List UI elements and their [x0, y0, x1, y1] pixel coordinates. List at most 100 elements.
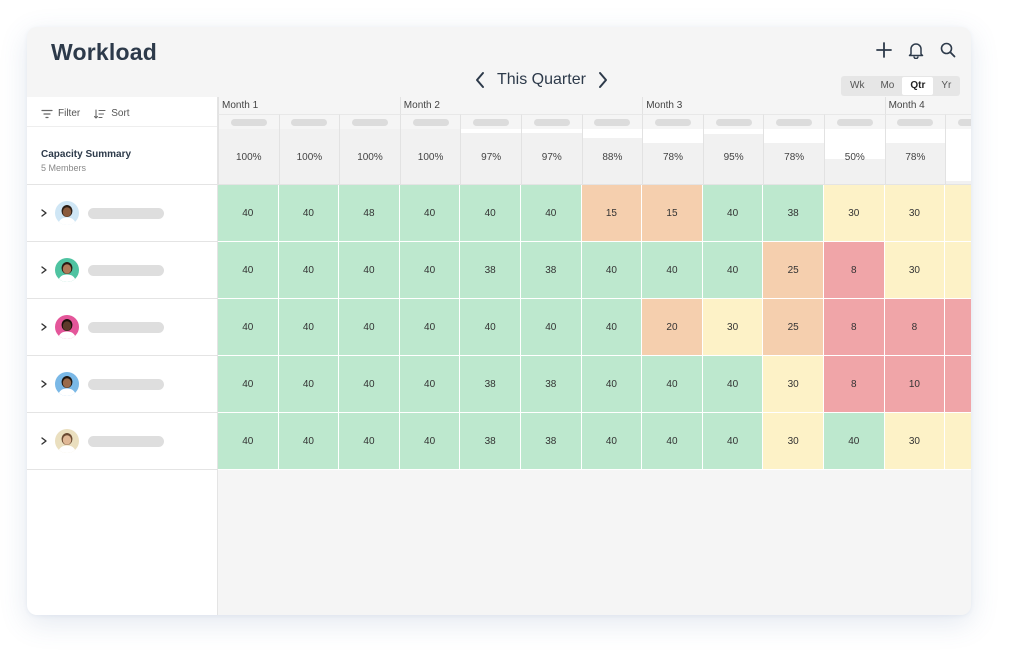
workload-cell[interactable]: 40 — [642, 242, 703, 299]
workload-cell[interactable]: 25 — [763, 299, 824, 356]
workload-cell[interactable]: 40 — [702, 413, 764, 470]
week-label-placeholder — [230, 118, 267, 126]
workload-cell[interactable]: 8 — [824, 356, 885, 413]
workload-cell[interactable]: 40 — [339, 413, 400, 470]
workload-cell[interactable] — [945, 185, 971, 242]
expand-chevron-icon[interactable] — [41, 323, 51, 331]
workload-cell[interactable]: 30 — [884, 413, 946, 470]
workload-cell[interactable]: 40 — [218, 242, 279, 299]
workload-cell[interactable]: 30 — [884, 242, 946, 299]
workload-cell[interactable]: 8 — [824, 242, 885, 299]
chevron-right-icon[interactable] — [594, 69, 612, 91]
member-row[interactable] — [27, 242, 217, 299]
sort-button[interactable]: Sort — [94, 108, 130, 119]
workload-cell[interactable]: 30 — [763, 413, 824, 470]
workload-cell[interactable] — [945, 299, 971, 356]
view-qtr-button[interactable]: Qtr — [902, 77, 934, 95]
person-icon — [58, 319, 76, 339]
workload-cell[interactable]: 38 — [460, 356, 521, 413]
expand-chevron-icon[interactable] — [41, 380, 51, 388]
workload-cell[interactable]: 40 — [339, 242, 400, 299]
month-header: Month 4 — [884, 97, 971, 114]
workload-cell[interactable]: 38 — [763, 185, 824, 242]
capacity-cell: 78% — [642, 129, 703, 185]
workload-cell[interactable]: 40 — [460, 299, 521, 356]
workload-cell[interactable]: 40 — [642, 356, 703, 413]
workload-cell[interactable]: 38 — [521, 356, 582, 413]
workload-cell[interactable]: 40 — [278, 185, 340, 242]
period-navigator: This Quarter — [471, 67, 612, 93]
workload-cell[interactable]: 38 — [521, 242, 582, 299]
workload-cell[interactable]: 30 — [763, 356, 824, 413]
workload-cell[interactable]: 38 — [460, 242, 521, 299]
view-wk-button[interactable]: Wk — [850, 80, 865, 91]
workload-cell[interactable]: 40 — [702, 356, 764, 413]
workload-cell[interactable]: 40 — [702, 185, 764, 242]
member-row[interactable] — [27, 356, 217, 413]
workload-cell[interactable]: 40 — [642, 413, 703, 470]
workload-cell[interactable]: 40 — [399, 242, 461, 299]
workload-cell[interactable]: 40 — [399, 356, 461, 413]
workload-cell[interactable]: 40 — [399, 299, 461, 356]
workload-cell[interactable]: 40 — [278, 413, 340, 470]
workload-cell[interactable]: 40 — [218, 413, 279, 470]
workload-cell[interactable] — [945, 242, 971, 299]
week-label-placeholder — [957, 118, 971, 126]
workload-cell[interactable]: 40 — [581, 413, 643, 470]
expand-chevron-icon[interactable] — [41, 437, 51, 445]
expand-chevron-icon[interactable] — [41, 209, 51, 217]
workload-cell[interactable]: 40 — [339, 299, 400, 356]
workload-cell[interactable]: 10 — [884, 356, 946, 413]
member-name-placeholder — [88, 207, 164, 219]
workload-cell[interactable]: 30 — [824, 185, 885, 242]
workload-cell[interactable]: 15 — [642, 185, 703, 242]
workload-cell[interactable]: 40 — [399, 185, 461, 242]
workload-cell[interactable]: 48 — [339, 185, 400, 242]
workload-cell[interactable]: 30 — [702, 299, 764, 356]
workload-cell[interactable]: 40 — [581, 356, 643, 413]
workload-cell[interactable]: 40 — [460, 185, 521, 242]
workload-cell[interactable]: 40 — [581, 242, 643, 299]
workload-cell[interactable]: 40 — [278, 242, 340, 299]
filter-button[interactable]: Filter — [41, 108, 80, 119]
workload-cell[interactable]: 20 — [642, 299, 703, 356]
week-header — [581, 114, 643, 129]
member-row[interactable] — [27, 413, 217, 470]
person-icon — [58, 433, 76, 453]
workload-cell[interactable] — [945, 356, 971, 413]
divider — [27, 184, 217, 185]
workload-cell[interactable]: 8 — [884, 299, 946, 356]
chevron-left-icon[interactable] — [471, 69, 489, 91]
workload-cell[interactable]: 40 — [581, 299, 643, 356]
workload-cell[interactable]: 40 — [278, 299, 340, 356]
workload-cell[interactable] — [945, 413, 971, 470]
workload-cell[interactable]: 40 — [218, 185, 279, 242]
workload-cell[interactable]: 38 — [460, 413, 521, 470]
workload-cell[interactable]: 40 — [702, 242, 764, 299]
workload-cell[interactable]: 40 — [399, 413, 461, 470]
workload-cell[interactable]: 40 — [521, 299, 582, 356]
capacity-cell: 100% — [339, 129, 400, 185]
expand-chevron-icon[interactable] — [41, 266, 51, 274]
workload-cell[interactable]: 15 — [581, 185, 643, 242]
capacity-cell: 100% — [218, 129, 279, 185]
workload-cell[interactable]: 8 — [824, 299, 885, 356]
workload-cell[interactable]: 25 — [763, 242, 824, 299]
workload-cell[interactable]: 40 — [521, 185, 582, 242]
workload-cell[interactable]: 40 — [218, 356, 279, 413]
member-row[interactable] — [27, 299, 217, 356]
workload-cell[interactable]: 40 — [218, 299, 279, 356]
member-row[interactable] — [27, 185, 217, 242]
view-mo-button[interactable]: Mo — [880, 80, 895, 91]
avatar — [55, 315, 79, 339]
capacity-fill — [703, 129, 764, 134]
workload-cell[interactable]: 38 — [521, 413, 582, 470]
workload-cell[interactable]: 30 — [884, 185, 946, 242]
workload-cell[interactable]: 40 — [278, 356, 340, 413]
search-icon[interactable] — [939, 41, 957, 59]
view-yr-button[interactable]: Yr — [941, 80, 952, 91]
workload-cell[interactable]: 40 — [824, 413, 885, 470]
bell-icon[interactable] — [907, 41, 925, 60]
workload-cell[interactable]: 40 — [339, 356, 400, 413]
plus-icon[interactable] — [875, 41, 893, 59]
